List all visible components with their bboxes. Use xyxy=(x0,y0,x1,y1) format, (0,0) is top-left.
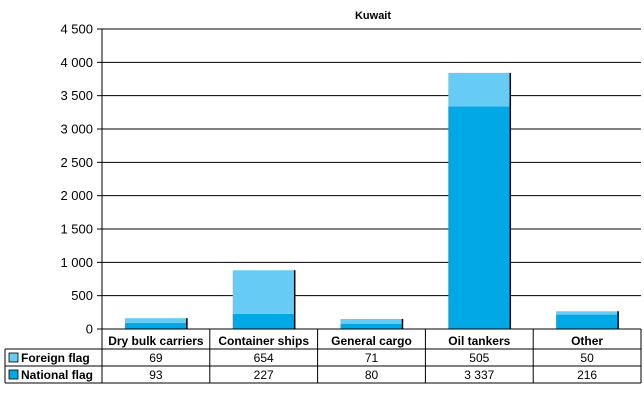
data-label: 216 xyxy=(577,368,597,382)
bar-national-flag xyxy=(232,313,295,329)
data-label: 654 xyxy=(254,351,274,365)
y-tick-label: 2 000 xyxy=(60,188,93,203)
bar-foreign-flag xyxy=(556,311,619,315)
table-row-label: National flag xyxy=(21,368,93,382)
data-label: 505 xyxy=(469,351,489,365)
data-label: 50 xyxy=(580,351,594,365)
y-tick-label: 3 000 xyxy=(60,122,93,137)
x-category-label: General cargo xyxy=(331,334,412,348)
bars xyxy=(124,72,619,330)
x-category-label: Dry bulk carriers xyxy=(108,334,204,348)
bar-foreign-flag xyxy=(340,318,403,324)
legend-swatch-foreign-flag xyxy=(8,352,19,363)
data-label: 71 xyxy=(365,351,379,365)
y-tick-label: 500 xyxy=(71,288,93,303)
data-table: Dry bulk carriers Container ships General … xyxy=(4,329,642,384)
y-tick-label: 4 000 xyxy=(60,55,93,70)
gridlines xyxy=(102,28,641,297)
y-axis-ticks: 0 500 1 000 1 500 2 000 2 500 3 000 3 500 4 000 4… xyxy=(60,22,102,337)
bar-foreign-flag xyxy=(232,270,295,314)
data-label: 80 xyxy=(365,368,379,382)
y-tick-label: 1 000 xyxy=(60,255,93,270)
y-tick-label: 4 500 xyxy=(60,22,93,37)
data-label: 93 xyxy=(149,368,163,382)
bar-national-flag xyxy=(556,314,619,329)
bar-foreign-flag xyxy=(124,318,187,323)
chart-title: Kuwait xyxy=(355,10,391,22)
y-tick-label: 2 500 xyxy=(60,155,93,170)
data-label: 3 337 xyxy=(464,368,494,382)
data-label: 69 xyxy=(149,351,163,365)
bar-national-flag xyxy=(448,106,511,330)
y-tick-label: 1 500 xyxy=(60,222,93,237)
x-category-label: Container ships xyxy=(218,334,309,348)
table-row-label: Foreign flag xyxy=(21,351,90,365)
axes xyxy=(101,29,641,330)
bar-national-flag xyxy=(124,322,187,329)
bar-national-flag xyxy=(340,323,403,329)
y-tick-label: 3 500 xyxy=(60,88,93,103)
legend-swatch-national-flag xyxy=(8,369,19,380)
x-category-label: Other xyxy=(571,334,603,348)
data-label: 227 xyxy=(254,368,274,382)
bar-foreign-flag xyxy=(448,72,511,107)
y-tick-label: 0 xyxy=(86,322,93,337)
x-category-label: Oil tankers xyxy=(448,334,510,348)
